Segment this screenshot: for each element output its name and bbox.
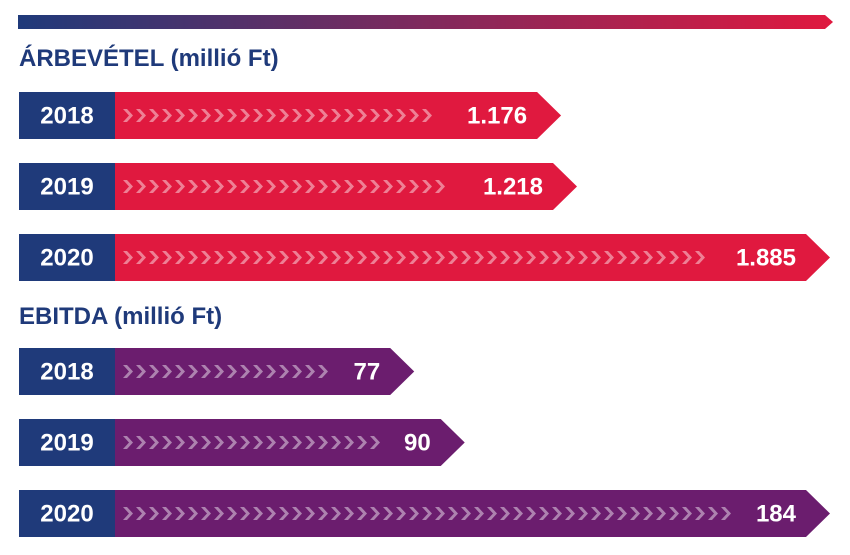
ebitda-year-box-2019 xyxy=(19,419,115,466)
ebitda-year-label-2019: 2019 xyxy=(40,430,93,457)
revenue-year-label-2020: 2020 xyxy=(40,245,93,272)
ebitda-year-label-2020: 2020 xyxy=(40,501,93,528)
revenue-bar-chevrons-2018 xyxy=(123,109,432,122)
revenue-bar-chart: 2018 1.176 2019 1.218 2020 1.885 xyxy=(19,92,830,281)
revenue-bar-chevrons-2020 xyxy=(123,251,705,264)
revenue-chart-title: ÁRBEVÉTEL (millió Ft) xyxy=(19,45,279,72)
ebitda-bar-chevrons-2019 xyxy=(123,436,380,449)
ebitda-bar-2018 xyxy=(115,348,415,395)
revenue-year-box-2020 xyxy=(19,234,115,281)
ebitda-value-label-2020: 184 xyxy=(756,501,797,528)
revenue-bar-2020 xyxy=(115,234,830,281)
ebitda-year-label-2018: 2018 xyxy=(40,359,93,386)
revenue-value-label-2018: 1.176 xyxy=(467,103,527,130)
revenue-year-label-2019: 2019 xyxy=(40,174,93,201)
revenue-bar-chevrons-2019 xyxy=(123,180,445,193)
revenue-value-label-2020: 1.885 xyxy=(736,245,796,272)
ebitda-chart-title: EBITDA (millió Ft) xyxy=(19,303,223,330)
revenue-year-box-2019 xyxy=(19,163,115,210)
ebitda-year-box-2020 xyxy=(19,490,115,537)
ebitda-value-label-2019: 90 xyxy=(404,430,431,457)
ebitda-year-box-2018 xyxy=(19,348,115,395)
revenue-value-label-2019: 1.218 xyxy=(483,174,543,201)
ebitda-bar-2020 xyxy=(115,490,830,537)
top-decorative-arrow-bar xyxy=(18,15,833,29)
ebitda-bar-2019 xyxy=(115,419,465,466)
revenue-bar-2018 xyxy=(115,92,562,139)
revenue-bar-2019 xyxy=(115,163,577,210)
revenue-year-label-2018: 2018 xyxy=(40,103,93,130)
ebitda-bar-chevrons-2020 xyxy=(123,507,731,520)
revenue-year-box-2018 xyxy=(19,92,115,139)
ebitda-bar-chevrons-2018 xyxy=(123,365,328,378)
ebitda-value-label-2018: 77 xyxy=(354,359,381,386)
ebitda-bar-chart: 2018 77 2019 90 2020 184 xyxy=(19,348,830,537)
